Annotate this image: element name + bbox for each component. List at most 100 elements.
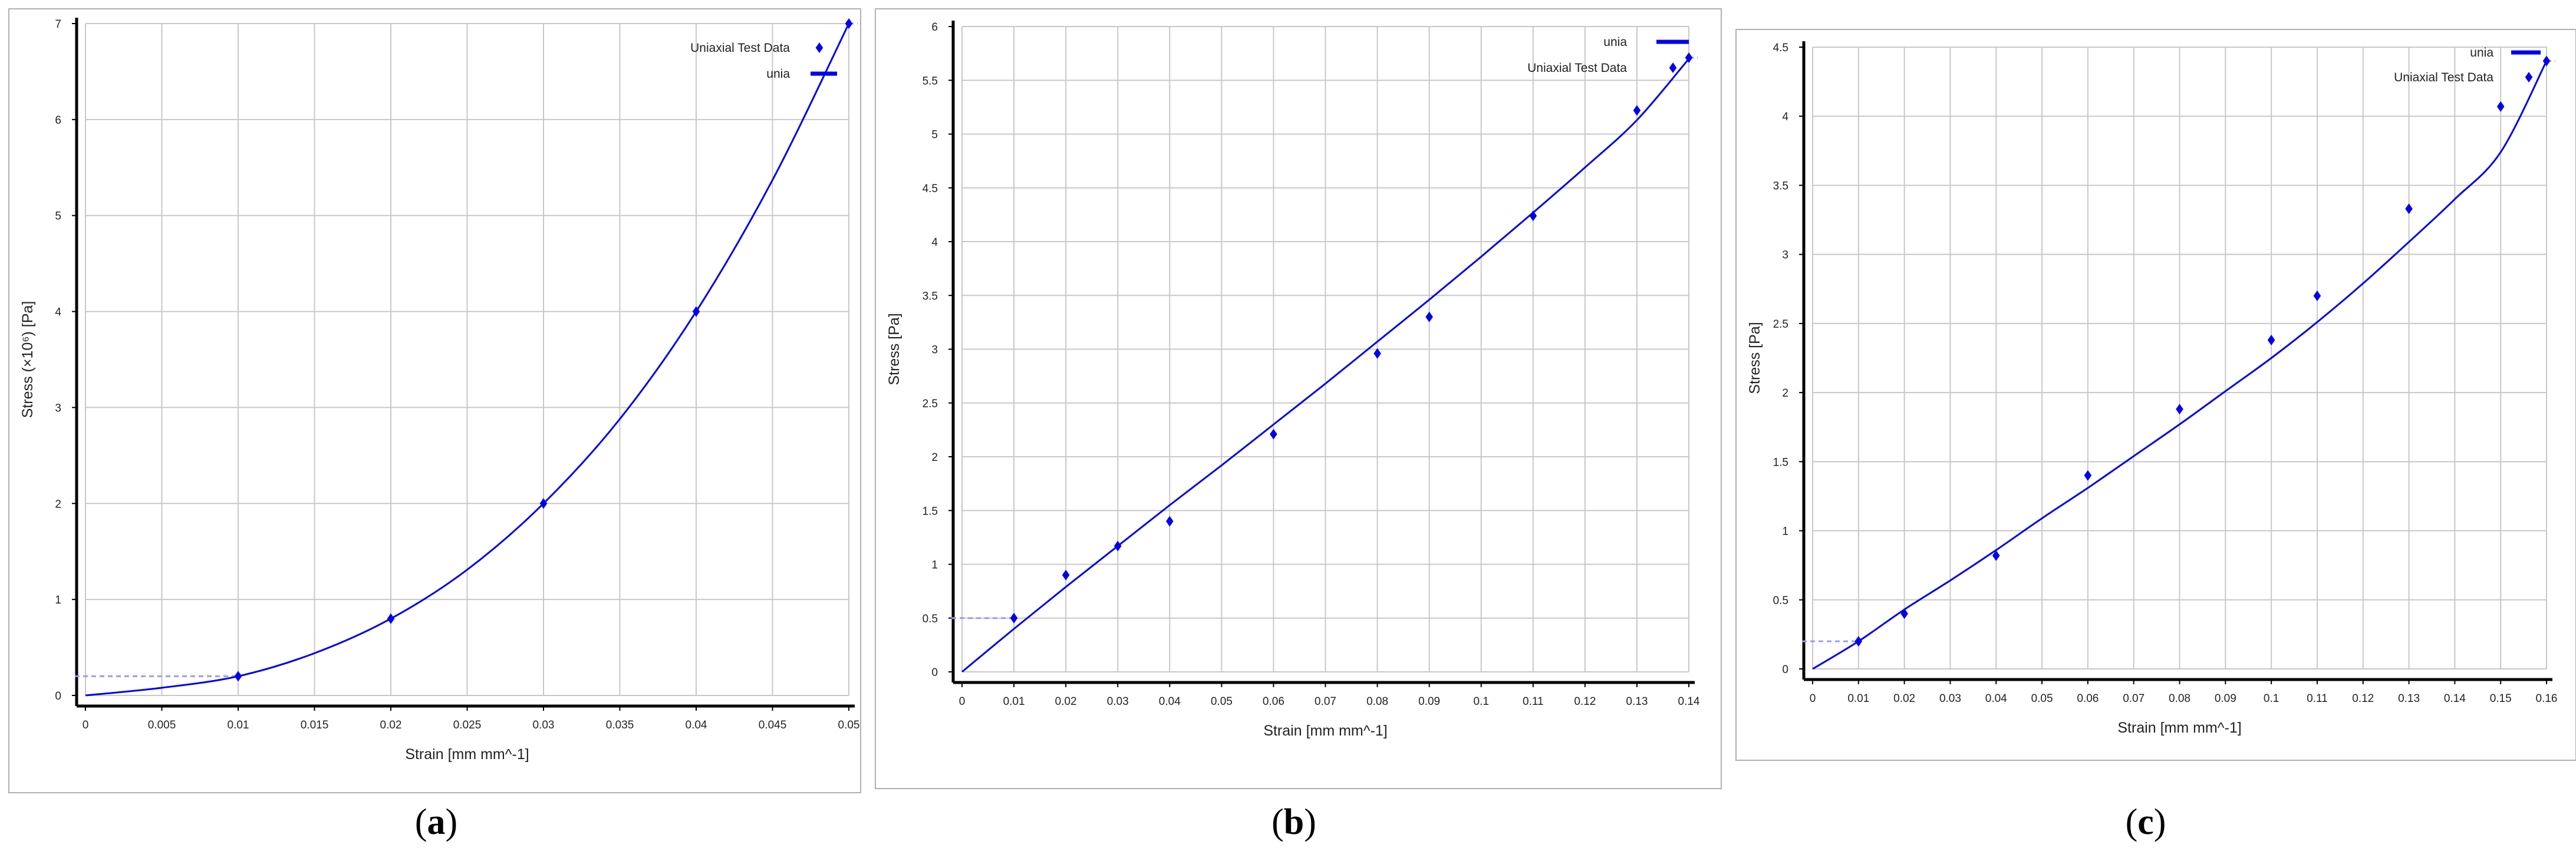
y-tick-label: 7 <box>55 18 61 31</box>
x-tick-label: 0.015 <box>301 719 329 731</box>
chart-panel-c: 0 0.01 0.02 0.03 0.04 0.05 0.06 0.07 0.08 0.09 0.1… <box>1727 0 2576 802</box>
y-tick-label: 1.5 <box>1773 456 1788 469</box>
x-tick-label: 0.08 <box>2169 692 2190 705</box>
x-tick-label: 0.1 <box>2264 692 2279 705</box>
y-tick-label: 1 <box>55 594 61 606</box>
chart-frame <box>1735 29 2576 761</box>
caption-a: (a) <box>414 802 458 842</box>
y-axis-label: Stress [Pa] <box>886 313 902 385</box>
x-tick-label: 0.06 <box>1263 695 1284 708</box>
y-tick-label: 4.5 <box>923 183 938 195</box>
x-axis-label: Strain [mm mm^-1] <box>2117 720 2241 736</box>
y-tick-label: 5 <box>931 129 938 141</box>
y-tick-label: 5 <box>55 210 61 223</box>
y-tick-label: 2 <box>55 498 61 510</box>
data-point-marker <box>1010 612 1018 624</box>
x-tick-label: 0.13 <box>1626 695 1648 708</box>
y-tick-label: 0 <box>1782 664 1788 676</box>
x-tick-label: 0.035 <box>606 719 634 731</box>
data-point-marker <box>1854 636 1863 647</box>
x-tick-label: 0.02 <box>1893 692 1915 705</box>
y-tick-label: 3 <box>931 344 938 357</box>
data-point-marker <box>1685 52 1693 63</box>
x-tick-label: 0 <box>959 695 966 708</box>
data-point-marker <box>1165 516 1174 527</box>
chart-panel-a: 0 0.005 0.01 0.015 0.02 0.025 0.03 0.035 0.04 0.0… <box>0 0 867 802</box>
x-tick-label: 0.12 <box>2352 692 2374 705</box>
caption-b: (b) <box>1271 802 1316 842</box>
x-tick-label: 0.1 <box>1474 695 1489 708</box>
data-point-marker <box>234 671 242 682</box>
data-point-marker <box>1062 569 1070 581</box>
data-point-marker <box>845 18 853 29</box>
y-tick-label: 0 <box>931 667 938 679</box>
x-tick-label: 0.045 <box>759 719 787 731</box>
x-tick-label: 0.03 <box>1107 695 1129 708</box>
y-tick-label: 1.5 <box>923 505 938 517</box>
legend-label: unia <box>766 67 790 81</box>
x-tick-label: 0.15 <box>2490 692 2512 705</box>
data-point-marker <box>2176 404 2183 415</box>
data-point-marker <box>1114 540 1122 552</box>
data-point-marker <box>1633 105 1641 116</box>
y-tick-label: 0 <box>55 690 61 703</box>
x-axis-label: Strain [mm mm^-1] <box>405 746 529 763</box>
x-tick-label: 0.03 <box>1939 692 1961 705</box>
y-tick-label: 1 <box>931 559 938 572</box>
data-point-marker <box>1992 550 2000 561</box>
x-tick-label: 0.13 <box>2398 692 2420 705</box>
legend-label: Uniaxial Test Data <box>1527 61 1627 75</box>
chart-c-svg: 0 0.01 0.02 0.03 0.04 0.05 0.06 0.07 0.08 0.09 0.1… <box>1735 29 2576 761</box>
x-tick-label: 0.09 <box>2215 692 2236 705</box>
x-tick-label: 0 <box>83 719 89 731</box>
series-line-unia <box>961 58 1690 673</box>
legend-label: Uniaxial Test Data <box>2394 71 2493 84</box>
data-point-marker <box>2084 470 2092 481</box>
x-tick-label: 0.02 <box>1055 695 1077 708</box>
y-tick-label: 6 <box>931 21 938 34</box>
data-point-marker <box>2496 101 2505 112</box>
data-point-marker <box>2267 335 2275 346</box>
x-tick-label: 0.07 <box>2123 692 2145 705</box>
x-tick-label: 0.08 <box>1366 695 1388 708</box>
data-point-marker <box>539 498 548 509</box>
x-tick-label: 0.05 <box>1211 695 1233 708</box>
y-tick-label: 4.5 <box>1773 42 1788 54</box>
x-tick-label: 0.01 <box>1847 692 1869 705</box>
legend-label: unia <box>1603 35 1627 49</box>
y-tick-label: 2 <box>931 451 938 464</box>
x-tick-label: 0.14 <box>1678 695 1700 708</box>
x-tick-label: 0 <box>1810 692 1816 705</box>
caption-c: (c) <box>2125 802 2166 842</box>
x-tick-label: 0.14 <box>2444 692 2466 705</box>
chart-frame <box>8 8 861 793</box>
data-point-marker <box>1529 210 1537 222</box>
x-tick-label: 0.05 <box>2031 692 2053 705</box>
data-point-marker <box>2405 203 2413 215</box>
y-tick-label: 0.5 <box>1773 595 1788 607</box>
y-tick-label: 1 <box>1782 526 1788 538</box>
x-tick-label: 0.12 <box>1574 695 1596 708</box>
data-point-marker <box>2542 55 2551 67</box>
y-tick-label: 3 <box>1782 249 1788 262</box>
data-point-marker <box>1900 608 1908 619</box>
x-tick-label: 0.025 <box>453 719 482 731</box>
x-tick-label: 0.11 <box>1523 695 1544 708</box>
x-tick-label: 0.04 <box>1985 692 2007 705</box>
x-tick-label: 0.05 <box>838 719 860 731</box>
chart-panel-b: 0 0.01 0.02 0.03 0.04 0.05 0.06 0.07 0.08 0.09 0.1… <box>867 0 1727 802</box>
series-line-unia <box>1812 60 2548 670</box>
y-tick-label: 2.5 <box>923 398 938 410</box>
x-tick-label: 0.01 <box>1003 695 1025 708</box>
chart-frame <box>875 8 1722 789</box>
legend-label: Uniaxial Test Data <box>690 41 790 55</box>
x-tick-label: 0.06 <box>2077 692 2099 705</box>
legend-marker-diamond <box>815 42 823 53</box>
data-point-marker <box>1270 428 1277 440</box>
data-point-marker <box>387 613 395 624</box>
y-tick-label: 2.5 <box>1773 318 1788 331</box>
x-tick-label: 0.005 <box>148 719 176 731</box>
x-tick-label: 0.11 <box>2307 692 2328 705</box>
x-tick-label: 0.04 <box>1159 695 1181 708</box>
y-tick-label: 4 <box>1782 111 1788 123</box>
